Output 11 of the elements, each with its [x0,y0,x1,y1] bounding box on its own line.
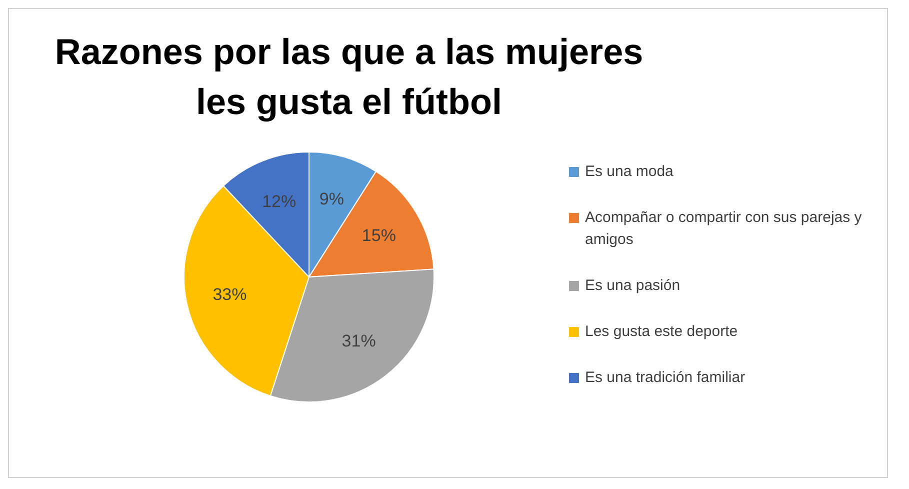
data-label: 9% [319,189,344,208]
legend-label: Es una moda [585,162,674,182]
data-label: 15% [362,226,396,246]
legend-label: Es una tradición familiar [585,368,746,388]
data-label: 33% [212,285,247,304]
chart-title: Razones por las que a las mujeres les gusta el fútbol [54,30,644,124]
legend-label: Es una pasión [585,276,682,296]
legend-label: Acompañar o compartir con sus parejas y amigos [585,208,863,250]
data-label: 12% [262,192,296,211]
legend-label: Les gusta este deporte [585,322,739,342]
data-label: 31% [342,332,376,351]
